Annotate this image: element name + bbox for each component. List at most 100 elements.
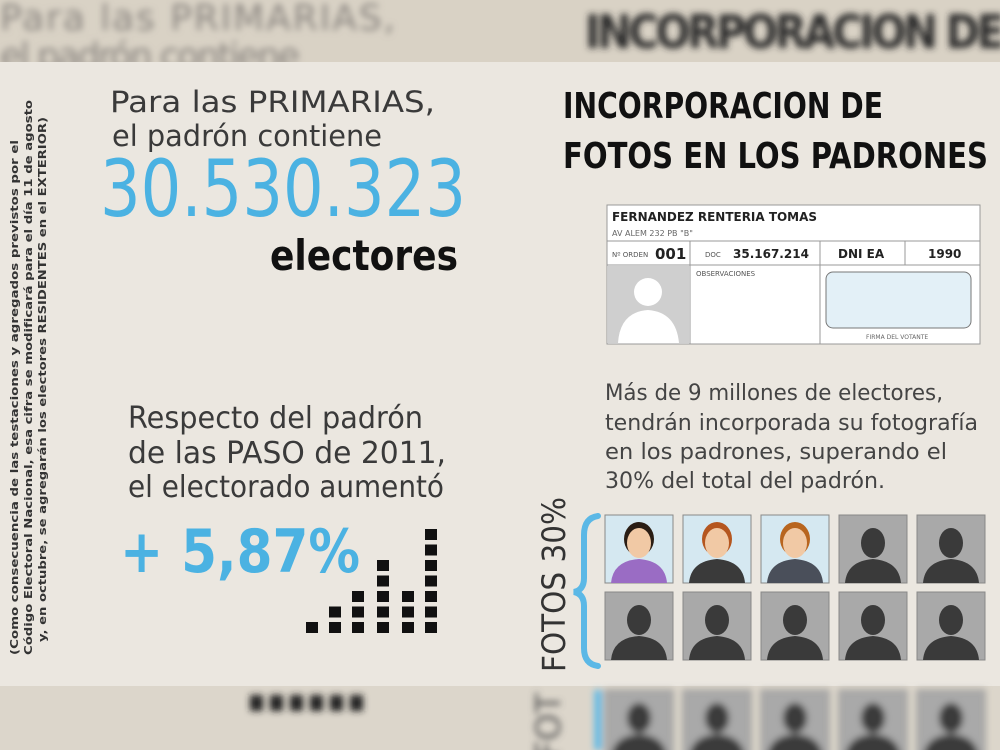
bar-square <box>402 591 414 602</box>
bar-square <box>270 695 283 711</box>
card-label: Nº ORDEN <box>612 251 648 259</box>
tile-body <box>612 734 666 750</box>
blurred-footer: FOT <box>250 689 986 750</box>
photo-tile <box>760 689 830 750</box>
tile-body <box>767 559 823 583</box>
photo-tile <box>760 514 830 584</box>
card-label: OBSERVACIONES <box>696 270 756 278</box>
tile-head <box>861 605 885 635</box>
bar-square <box>377 591 389 602</box>
bar-square <box>425 544 437 556</box>
bar-square <box>377 622 389 633</box>
tile-head <box>627 528 651 558</box>
bar-square <box>425 575 437 587</box>
photo-tile <box>916 591 986 661</box>
unit-label: electores <box>270 231 458 280</box>
bar-square <box>290 695 303 711</box>
intro-line: el padrón contiene <box>112 119 382 153</box>
photo-tile <box>838 514 908 584</box>
silhouette-body <box>618 310 679 343</box>
bar-square <box>352 591 364 602</box>
bar-square <box>310 695 323 711</box>
bars-icon <box>306 529 437 633</box>
growth-change: + 5,87% <box>120 517 360 587</box>
bar-square <box>425 529 437 540</box>
tile-body <box>689 636 745 660</box>
tile-body <box>924 734 978 750</box>
bar-square <box>425 591 437 602</box>
bar-square <box>306 622 318 633</box>
description-line: Más de 9 millones de electores, <box>605 381 943 406</box>
bar-square <box>329 622 341 633</box>
note-line: Código Electoral Nacional, esa cifra se … <box>22 99 35 655</box>
growth-line: de las PASO de 2011, <box>128 436 446 471</box>
photo-tile <box>604 591 674 661</box>
note-line: (Como consecuencia de las testaciones y … <box>8 140 21 655</box>
blurred-text: Para las PRIMARIAS, <box>0 0 395 39</box>
tile-head <box>783 528 807 558</box>
blurred-header: Para las PRIMARIAS, el padrón contiene I… <box>0 0 1000 77</box>
bar-square <box>402 606 414 618</box>
photo-tile <box>682 514 752 584</box>
side-note: (Como consecuencia de las testaciones y … <box>8 99 49 655</box>
section-title: FOTOS EN LOS PADRONES <box>563 136 988 177</box>
tile-head <box>783 605 807 635</box>
sample-card: FERNANDEZ RENTERIA TOMAS AV ALEM 232 PB … <box>606 204 981 345</box>
card-doc: 35.167.214 <box>733 247 809 261</box>
bar-square <box>425 606 437 618</box>
tile-body <box>767 636 823 660</box>
bar-square <box>425 560 437 571</box>
bar-square <box>402 622 414 633</box>
tile-body <box>768 734 822 750</box>
tile-head <box>627 703 651 733</box>
tile-body <box>845 636 901 660</box>
section-title: INCORPORACION DE <box>563 86 883 127</box>
blurred-text: INCORPORACION DE <box>585 5 1000 59</box>
tile-head <box>783 703 807 733</box>
bar-square <box>377 575 389 587</box>
tile-body <box>845 559 901 583</box>
note-line: y, en octubre, se agregarán los electore… <box>36 117 49 642</box>
photo-tile <box>682 591 752 661</box>
card-label: FIRMA DEL VOTANTE <box>866 334 928 341</box>
tile-body <box>611 559 667 583</box>
tile-head <box>861 528 885 558</box>
tile-head <box>939 605 963 635</box>
tile-body <box>690 734 744 750</box>
top-strip <box>0 0 1000 64</box>
tile-head <box>939 703 963 733</box>
photos-label: FOTOS 30% <box>535 497 573 672</box>
tile-body <box>923 559 979 583</box>
bar-square <box>425 622 437 633</box>
tile-head <box>861 703 885 733</box>
bar-square <box>350 695 363 711</box>
photo-tile <box>916 514 986 584</box>
card-label: DOC <box>705 251 721 259</box>
description-line: en los padrones, superando el <box>605 440 947 465</box>
card-doc-type: DNI EA <box>838 247 885 261</box>
bottom-strip <box>0 686 1000 750</box>
bar-square <box>250 695 263 711</box>
card-address: AV ALEM 232 PB "B" <box>612 229 693 238</box>
main-panel <box>0 62 1000 686</box>
photo-tile <box>838 689 908 750</box>
bar-square <box>377 560 389 571</box>
card-name: FERNANDEZ RENTERIA TOMAS <box>612 210 817 224</box>
bar-square <box>329 606 341 618</box>
bar-square <box>352 606 364 618</box>
bar-square <box>352 622 364 633</box>
tile-head <box>939 528 963 558</box>
photo-grid <box>604 514 986 661</box>
growth-line: Respecto del padrón <box>128 401 423 436</box>
signature-box <box>825 271 972 329</box>
description-line: 30% del total del padrón. <box>605 469 885 494</box>
card-silhouette <box>618 278 679 343</box>
description-line: tendrán incorporada su fotografía <box>605 411 978 436</box>
bar-square <box>377 606 389 618</box>
photo-tile <box>916 689 986 750</box>
tile-body <box>611 636 667 660</box>
card-order: 001 <box>655 245 686 263</box>
tile-head <box>705 703 729 733</box>
tile-body <box>689 559 745 583</box>
